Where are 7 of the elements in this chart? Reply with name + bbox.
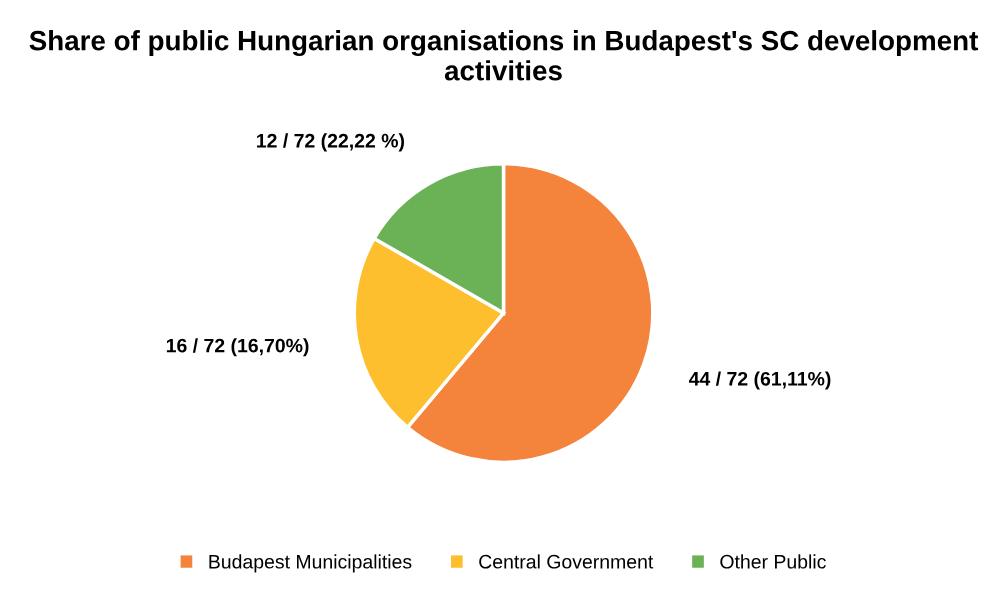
legend-label: Central Government	[479, 554, 654, 569]
data-label: 12 / 72 (22,22 %)	[257, 133, 405, 152]
legend-label: Other Public	[720, 554, 826, 569]
legend-label: Budapest Municipalities	[209, 554, 412, 573]
data-label: 16 / 72 (16,70%)	[166, 338, 309, 357]
chart-title: Share of public Hungarian organisations in Budapest's SC development activities	[29, 30, 979, 81]
data-label: 44 / 72 (61,11%)	[688, 371, 831, 390]
